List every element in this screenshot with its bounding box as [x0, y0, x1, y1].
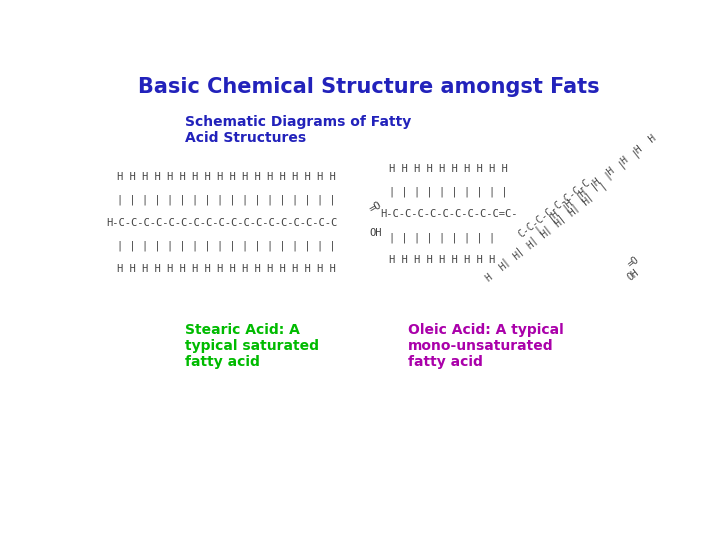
- Text: | | | | | | | | | | | | | | | | | |: | | | | | | | | | | | | | | | | | |: [117, 240, 336, 251]
- Text: H H H H H H H H H H H H H H H H H H: H H H H H H H H H H H H H H H H H H: [117, 264, 336, 274]
- Text: C-C-C-C-C-C-C-C: C-C-C-C-C-C-C-C: [517, 177, 593, 239]
- Text: | | | | | | | | | | | | | | | | | |: | | | | | | | | | | | | | | | | | |: [117, 195, 336, 205]
- Text: Basic Chemical Structure amongst Fats: Basic Chemical Structure amongst Fats: [138, 77, 600, 97]
- Text: H-C-C-C-C-C-C-C-C-C-C-C-C-C-C-C-C-C-C: H-C-C-C-C-C-C-C-C-C-C-C-C-C-C-C-C-C-C: [107, 218, 338, 228]
- Text: Stearic Acid: A
typical saturated
fatty acid: Stearic Acid: A typical saturated fatty …: [185, 322, 319, 369]
- Text: |  |  |  |  |  |  |  |: | | | | | | | |: [534, 148, 642, 237]
- Text: H  H  H  H  H  H  H  H: H H H H H H H H: [484, 196, 592, 284]
- Text: |  |  |  |  |  |  |  |: | | | | | | | |: [500, 180, 608, 268]
- Text: =O: =O: [625, 255, 641, 270]
- Text: OH: OH: [625, 267, 641, 282]
- Text: =O: =O: [368, 200, 384, 214]
- Text: H H H H H H H H H H H H H H H H H H: H H H H H H H H H H H H H H H H H H: [117, 172, 336, 182]
- Text: | | | | | | | | |: | | | | | | | | |: [389, 232, 495, 242]
- Text: OH: OH: [369, 228, 382, 238]
- Text: Oleic Acid: A typical
mono-unsaturated
fatty acid: Oleic Acid: A typical mono-unsaturated f…: [408, 322, 564, 369]
- Text: | | | | | | | | | |: | | | | | | | | | |: [389, 186, 508, 197]
- Text: H  H  H  H  H  H  H  H: H H H H H H H H: [550, 133, 658, 220]
- Text: H H H H H H H H H: H H H H H H H H H: [389, 255, 495, 265]
- Text: Schematic Diagrams of Fatty
Acid Structures: Schematic Diagrams of Fatty Acid Structu…: [185, 114, 411, 145]
- Text: H-C-C-C-C-C-C-C-C-C=C-: H-C-C-C-C-C-C-C-C-C=C-: [380, 210, 518, 219]
- Text: H H H H H H H H H H: H H H H H H H H H H: [389, 164, 508, 174]
